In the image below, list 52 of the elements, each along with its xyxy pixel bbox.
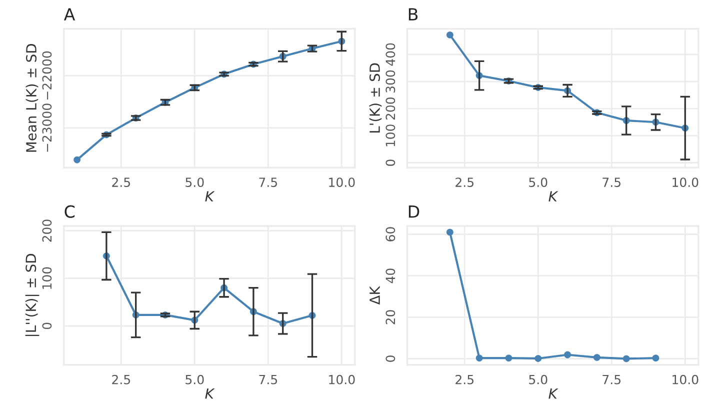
- point: [476, 354, 483, 362]
- y-tick-label: −23000: [42, 104, 52, 152]
- y-axis-title: ΔK: [370, 286, 380, 305]
- chart-title: A: [64, 8, 76, 20]
- x-tick-label: 2.5: [456, 374, 474, 384]
- point: [622, 355, 630, 362]
- y-tick-label: 100: [42, 267, 52, 289]
- y-tick-label: 0: [386, 356, 396, 362]
- x-tick-label: 7.5: [602, 178, 620, 188]
- y-tick-label: 0: [42, 322, 52, 330]
- y-axis-title: |L''(K)| ± SD: [25, 254, 40, 336]
- point: [505, 354, 512, 362]
- x-tick-label: 7.5: [259, 375, 277, 384]
- x-tick-label: 5.0: [186, 178, 204, 188]
- x-axis-title: K: [548, 191, 558, 202]
- y-tick-label: 200: [42, 220, 52, 242]
- x-tick-label: 5.0: [529, 178, 548, 188]
- y-axis-title: L'(K) ± SD: [369, 63, 382, 133]
- point: [593, 354, 600, 361]
- chart-title: B: [408, 8, 418, 20]
- point: [534, 355, 542, 362]
- x-tick-label: 7.5: [259, 178, 277, 188]
- point: [446, 31, 454, 38]
- x-axis-title: K: [205, 191, 215, 202]
- chart-title: D: [408, 205, 420, 218]
- y-tick-label: 200: [386, 97, 396, 120]
- x-tick-label: 7.5: [602, 375, 620, 384]
- y-tick-label: 0: [386, 160, 396, 166]
- point: [564, 351, 571, 358]
- y-tick-label: 60: [386, 227, 396, 242]
- y-tick-label: 100: [386, 124, 396, 146]
- chart-title: C: [64, 205, 75, 218]
- y-tick-label: 300: [386, 70, 396, 92]
- x-axis-title: K: [205, 388, 215, 399]
- x-tick-label: 10.0: [329, 178, 355, 188]
- x-tick-label: 2.5: [112, 374, 130, 384]
- x-tick-label: 2.5: [456, 178, 474, 188]
- y-tick-label: 20: [386, 310, 396, 324]
- point: [652, 354, 660, 362]
- point: [74, 156, 81, 164]
- x-tick-label: 5.0: [186, 374, 204, 384]
- point: [446, 228, 454, 236]
- x-tick-label: 5.0: [529, 374, 548, 384]
- y-tick-label: −22000: [42, 51, 52, 100]
- y-tick-label: 40: [386, 268, 396, 284]
- y-tick-label: 400: [386, 43, 396, 66]
- x-axis-title: K: [548, 388, 558, 399]
- y-axis-title: Mean L(K) ± SD: [26, 44, 38, 152]
- x-tick-label: 10.0: [672, 178, 698, 188]
- x-tick-label: 10.0: [329, 374, 355, 384]
- x-tick-label: 2.5: [112, 178, 130, 188]
- x-tick-label: 10.0: [672, 374, 698, 384]
